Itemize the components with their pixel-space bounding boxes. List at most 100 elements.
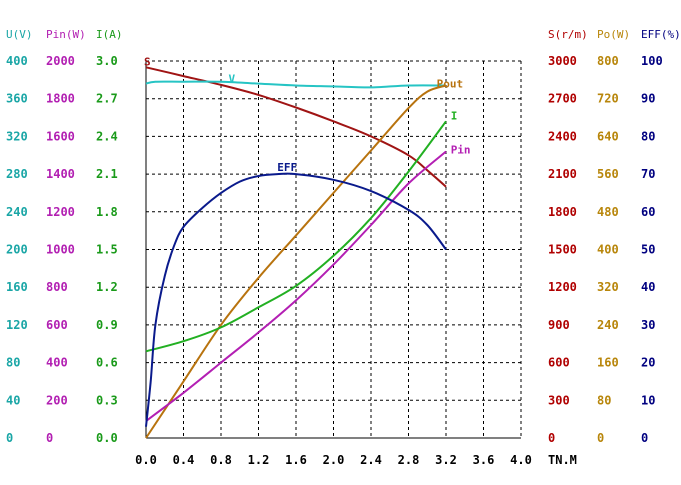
x-tick: 0.0 xyxy=(135,453,157,467)
series-label-Pout: Pout xyxy=(437,78,464,91)
right-tick-Po: 640 xyxy=(597,129,619,143)
right-tick-S: 2100 xyxy=(548,167,577,181)
left-tick-I: 3.0 xyxy=(96,54,118,68)
right-tick-S: 2400 xyxy=(548,129,577,143)
right-tick-Po: 560 xyxy=(597,167,619,181)
left-tick-I: 1.2 xyxy=(96,280,118,294)
series-line-EFF xyxy=(145,172,447,427)
left-tick-I: 1.5 xyxy=(96,243,118,257)
right-tick-Po: 240 xyxy=(597,318,619,332)
right-tick-S: 1200 xyxy=(548,280,577,294)
right-tick-S: 900 xyxy=(548,318,570,332)
left-tick-Pin: 0 xyxy=(46,431,53,445)
left-tick-I: 1.8 xyxy=(96,205,118,219)
right-axis-title-EFF: EFF(%) xyxy=(641,28,681,41)
x-tick: 0.8 xyxy=(210,453,232,467)
right-tick-Po: 400 xyxy=(597,243,619,257)
left-tick-I: 0.6 xyxy=(96,356,118,370)
right-tick-S: 1500 xyxy=(548,243,577,257)
right-tick-S: 3000 xyxy=(548,54,577,68)
x-tick: 2.0 xyxy=(323,453,345,467)
left-axis-title-Pin: Pin(W) xyxy=(46,28,86,41)
right-tick-EFF: 90 xyxy=(641,92,655,106)
left-tick-Pin: 2000 xyxy=(46,54,75,68)
right-tick-EFF: 70 xyxy=(641,167,655,181)
x-axis: 0.0 0.4 0.8 1.2 1.6 2.0 2.4 2.8 3.2 3.6 4.0 TN.M xyxy=(135,453,577,467)
left-tick-I: 2.1 xyxy=(96,167,118,181)
right-tick-S: 600 xyxy=(548,356,570,370)
series-line-S xyxy=(145,66,447,188)
left-tick-Pin: 1000 xyxy=(46,243,75,257)
left-tick-U: 240 xyxy=(6,205,28,219)
right-axes: S(r/m)0300600900120015001800210024002700… xyxy=(548,28,681,445)
series-line-Pin xyxy=(145,150,447,422)
left-tick-U: 360 xyxy=(6,92,28,106)
left-tick-Pin: 1800 xyxy=(46,92,75,106)
x-tick: 0.4 xyxy=(173,453,195,467)
left-tick-I: 2.7 xyxy=(96,92,118,106)
series-line-I xyxy=(145,120,447,353)
left-tick-U: 120 xyxy=(6,318,28,332)
series-lines xyxy=(145,66,447,439)
right-tick-EFF: 50 xyxy=(641,243,655,257)
right-tick-S: 1800 xyxy=(548,205,577,219)
series-labels: S V Pout I Pin EFF xyxy=(144,55,471,174)
left-tick-Pin: 600 xyxy=(46,318,68,332)
right-tick-Po: 480 xyxy=(597,205,619,219)
right-tick-S: 0 xyxy=(548,431,555,445)
x-axis-label: TN.M xyxy=(548,453,577,467)
left-tick-I: 0.9 xyxy=(96,318,118,332)
left-tick-U: 40 xyxy=(6,393,20,407)
right-tick-Po: 720 xyxy=(597,92,619,106)
right-tick-EFF: 40 xyxy=(641,280,655,294)
right-tick-EFF: 30 xyxy=(641,318,655,332)
left-tick-Pin: 800 xyxy=(46,280,68,294)
left-tick-Pin: 1600 xyxy=(46,129,75,143)
left-tick-U: 400 xyxy=(6,54,28,68)
right-tick-Po: 0 xyxy=(597,431,604,445)
right-tick-Po: 800 xyxy=(597,54,619,68)
right-axis-title-S: S(r/m) xyxy=(548,28,588,41)
left-tick-U: 320 xyxy=(6,129,28,143)
left-tick-Pin: 200 xyxy=(46,393,68,407)
left-tick-U: 200 xyxy=(6,243,28,257)
series-label-S: S xyxy=(144,55,151,68)
left-tick-Pin: 400 xyxy=(46,356,68,370)
series-label-Pin: Pin xyxy=(451,143,471,156)
x-tick: 4.0 xyxy=(510,453,532,467)
x-tick: 2.8 xyxy=(398,453,420,467)
series-line-U xyxy=(145,80,447,89)
right-tick-Po: 160 xyxy=(597,356,619,370)
right-tick-S: 2700 xyxy=(548,92,577,106)
x-tick: 1.6 xyxy=(285,453,307,467)
x-tick: 2.4 xyxy=(360,453,382,467)
x-tick: 1.2 xyxy=(248,453,270,467)
x-tick: 3.6 xyxy=(473,453,495,467)
right-tick-S: 300 xyxy=(548,393,570,407)
x-tick: 3.2 xyxy=(435,453,457,467)
series-label-EFF: EFF xyxy=(277,161,297,174)
right-tick-Po: 80 xyxy=(597,393,611,407)
left-axis-title-U: U(V) xyxy=(6,28,33,41)
left-axis-title-I: I(A) xyxy=(96,28,123,41)
left-tick-Pin: 1200 xyxy=(46,205,75,219)
series-label-I: I xyxy=(451,109,458,122)
left-tick-I: 0.0 xyxy=(96,431,118,445)
right-tick-EFF: 80 xyxy=(641,129,655,143)
plot-grid xyxy=(145,60,522,439)
right-axis-title-Po: Po(W) xyxy=(597,28,630,41)
left-tick-U: 160 xyxy=(6,280,28,294)
left-tick-I: 0.3 xyxy=(96,393,118,407)
right-tick-EFF: 10 xyxy=(641,393,655,407)
right-tick-EFF: 0 xyxy=(641,431,648,445)
left-tick-Pin: 1400 xyxy=(46,167,75,181)
left-axes: U(V) 0 40 80 120 160 200 240 280 320 360 400 Pin(W) 0… xyxy=(6,28,123,445)
right-tick-EFF: 20 xyxy=(641,356,655,370)
left-tick-U: 80 xyxy=(6,356,20,370)
right-tick-EFF: 100 xyxy=(641,54,663,68)
left-tick-U: 280 xyxy=(6,167,28,181)
left-tick-I: 2.4 xyxy=(96,129,118,143)
left-tick-U: 0 xyxy=(6,431,13,445)
right-tick-Po: 320 xyxy=(597,280,619,294)
